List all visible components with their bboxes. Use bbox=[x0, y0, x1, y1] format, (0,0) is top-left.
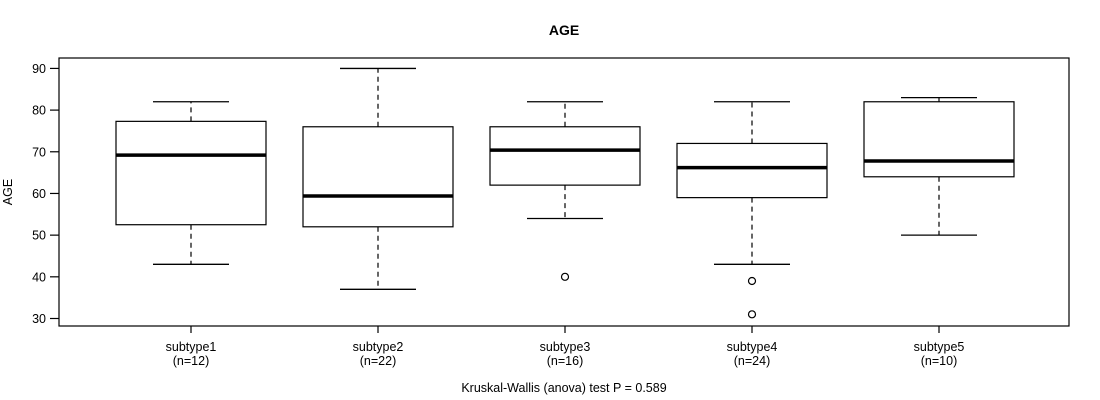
plot-border bbox=[58, 57, 1070, 327]
y-tick-label: 30 bbox=[32, 312, 46, 326]
iqr-box bbox=[302, 126, 454, 228]
x-tick-label: subtype4 bbox=[727, 340, 778, 354]
y-tick-label: 60 bbox=[32, 187, 46, 201]
y-tick-label: 40 bbox=[32, 270, 46, 284]
x-tick-count: (n=12) bbox=[173, 354, 209, 368]
caption: Kruskal-Wallis (anova) test P = 0.589 bbox=[461, 381, 666, 395]
iqr-box bbox=[489, 126, 641, 186]
y-tick-label: 50 bbox=[32, 229, 46, 243]
y-axis-label: AGE bbox=[1, 179, 15, 205]
outlier-point bbox=[747, 310, 757, 319]
y-tick-label: 90 bbox=[32, 62, 46, 76]
x-tick-label: subtype5 bbox=[914, 340, 965, 354]
x-tick-label: subtype1 bbox=[166, 340, 217, 354]
outlier-point bbox=[560, 272, 570, 281]
x-tick-count: (n=24) bbox=[734, 354, 770, 368]
y-tick-label: 80 bbox=[32, 104, 46, 118]
iqr-box bbox=[863, 101, 1015, 178]
outlier-point bbox=[747, 276, 757, 286]
plot-layer: 30405060708090subtype1(n=12)subtype2(n=2… bbox=[32, 57, 1070, 368]
x-tick-label: subtype3 bbox=[540, 340, 591, 354]
chart-title: AGE bbox=[549, 22, 579, 38]
y-tick-label: 70 bbox=[32, 145, 46, 159]
iqr-box bbox=[676, 142, 828, 199]
x-tick-count: (n=10) bbox=[921, 354, 957, 368]
x-tick-label: subtype2 bbox=[353, 340, 404, 354]
iqr-box bbox=[115, 120, 267, 226]
x-tick-count: (n=22) bbox=[360, 354, 396, 368]
x-tick-count: (n=16) bbox=[547, 354, 583, 368]
